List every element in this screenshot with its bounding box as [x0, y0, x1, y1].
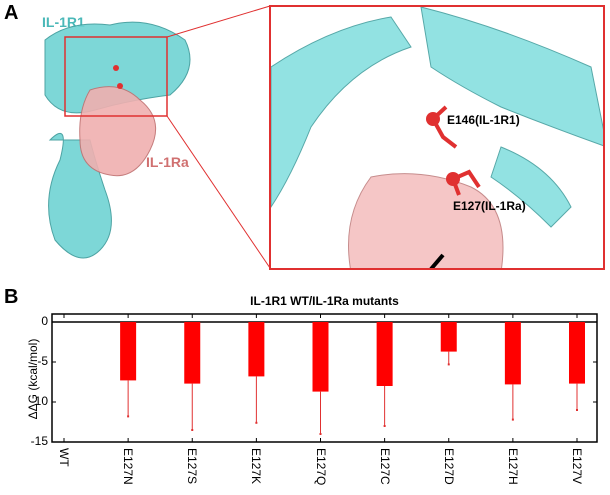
- bar-E127K: [248, 322, 265, 377]
- x-tick-label: E127Q: [313, 448, 328, 486]
- x-tick-label: E127C: [377, 448, 392, 485]
- x-tick-label: E127H: [505, 448, 520, 485]
- e127-label: E127(IL-1Ra): [453, 199, 526, 213]
- y-tick-label: -15: [30, 434, 48, 448]
- panel-b-letter: B: [4, 286, 19, 308]
- bar-E127Q: [312, 322, 329, 392]
- x-tick-label: E127V: [570, 448, 584, 485]
- zoom-region-box: [64, 36, 168, 117]
- e146-label: E146(IL-1R1): [447, 113, 520, 127]
- x-tick-label: E127D: [441, 448, 456, 485]
- chart-title: IL-1R1 WT/IL-1Ra mutants: [250, 294, 399, 308]
- zoomed-interface-inset: E146(IL-1R1) E127(IL-1Ra): [269, 5, 605, 270]
- x-tick-label: E127K: [249, 448, 264, 485]
- bar-E127H: [504, 322, 521, 385]
- x-tick-label: E127S: [185, 448, 200, 485]
- il1ra-label: IL-1Ra: [146, 154, 189, 170]
- y-tick-label: -5: [37, 354, 48, 368]
- x-tick-label: E127N: [121, 448, 136, 485]
- panel-a-letter: A: [4, 2, 19, 24]
- protein-structure-overview: [44, 5, 271, 269]
- y-tick-label: -10: [30, 394, 48, 408]
- y-tick-label: 0: [41, 314, 48, 328]
- x-tick-label: WT: [57, 448, 71, 467]
- bar-E127S: [184, 322, 201, 384]
- bar-E127D: [440, 322, 457, 352]
- bar-E127V: [569, 322, 585, 384]
- bar-E127N: [120, 322, 137, 381]
- bar-E127C: [376, 322, 393, 386]
